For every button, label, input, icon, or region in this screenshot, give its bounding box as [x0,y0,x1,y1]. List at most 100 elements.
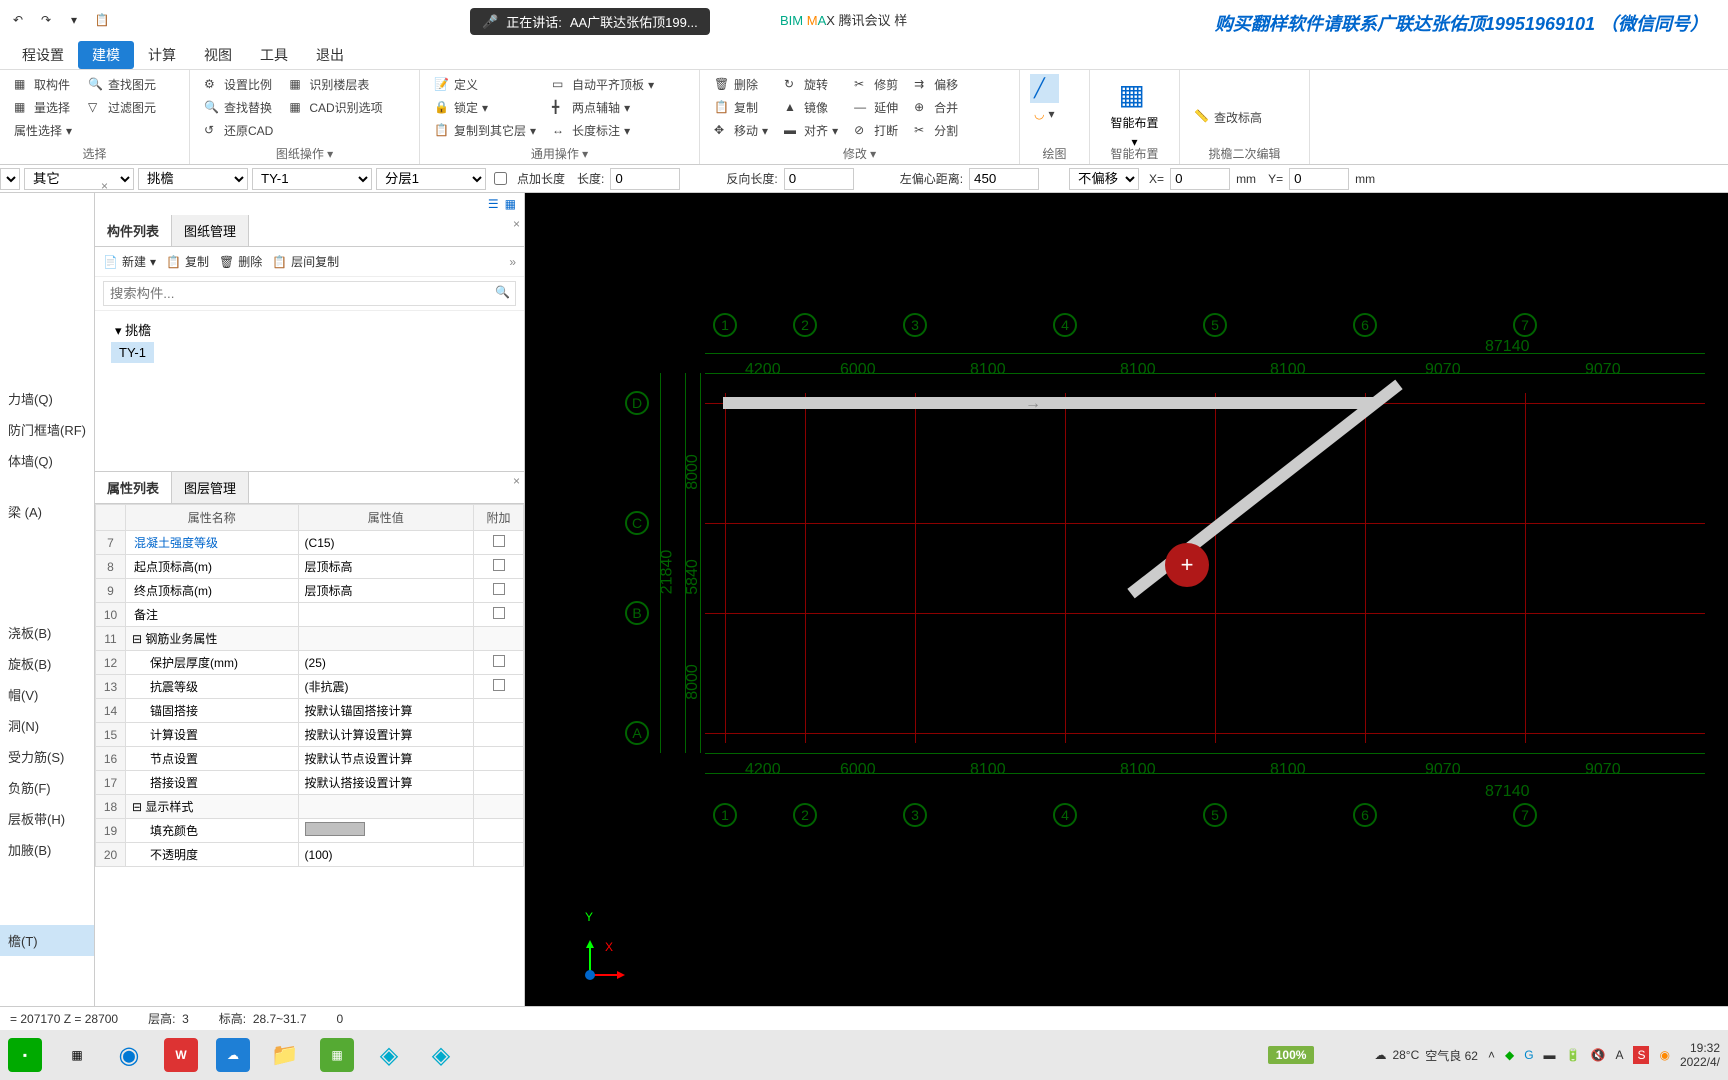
tray-chevron-icon[interactable]: ˄ [1488,1048,1495,1062]
app-icon[interactable]: ◈ [372,1038,406,1072]
task-icon[interactable]: ▦ [60,1038,94,1072]
menu-tab-exit[interactable]: 退出 [302,41,358,69]
tree-root[interactable]: ▾ 挑檐 [103,317,516,342]
tray-icon[interactable]: G [1524,1048,1533,1062]
property-row[interactable]: 8起点顶标高(m)层顶标高 [96,555,524,579]
tray-icon[interactable]: 🔋 [1566,1048,1581,1062]
copy-button[interactable]: 📋 复制 [166,253,209,270]
ribbon-qty[interactable]: ▦量选择 [10,97,76,118]
ribbon-offset[interactable]: ⇉偏移 [910,74,962,95]
ribbon-auto-top[interactable]: ▭自动平齐顶板 ▾ [548,74,658,95]
param-input-offset[interactable] [969,168,1039,190]
beam-element[interactable] [723,397,1373,409]
view-grid-icon[interactable]: ▦ [505,197,516,211]
tray-icon[interactable]: ◆ [1505,1048,1514,1062]
ribbon-restore-cad[interactable]: ↺还原CAD [200,120,277,141]
ribbon-pick[interactable]: ▦取构件 [10,74,76,95]
tab-layer-mgmt[interactable]: 图层管理 [172,472,249,503]
sidebar-item[interactable]: 梁 (A) [0,496,94,527]
sidebar-item[interactable]: 负筋(F) [0,772,94,803]
sidebar-item-selected[interactable]: 檐(T) [0,925,94,956]
sidebar-item[interactable]: 帽(V) [0,679,94,710]
redo-icon[interactable]: ↷ [36,10,56,30]
sidebar-item[interactable]: 受力筋(S) [0,741,94,772]
property-row[interactable]: 15计算设置按默认计算设置计算 [96,723,524,747]
ribbon-break[interactable]: ⊘打断 [850,120,902,141]
property-row[interactable]: 10备注 [96,603,524,627]
sidebar-item[interactable]: 洞(N) [0,710,94,741]
menu-tab-calc[interactable]: 计算 [134,41,190,69]
property-row[interactable]: 12保护层厚度(mm)(25) [96,651,524,675]
property-row[interactable]: 20不透明度(100) [96,843,524,867]
tray-icon[interactable]: ▬ [1544,1048,1556,1062]
ribbon-trim[interactable]: ✂修剪 [850,74,902,95]
sidebar-item[interactable]: 旋板(B) [0,648,94,679]
sidebar-item[interactable]: 加腋(B) [0,834,94,865]
param-input-length[interactable] [610,168,680,190]
param-sel-nooffset[interactable]: 不偏移 [1069,168,1139,190]
ribbon-aux-axis[interactable]: ╋两点辅轴 ▾ [548,97,658,118]
property-row[interactable]: 16节点设置按默认节点设置计算 [96,747,524,771]
ribbon-copy-floor[interactable]: 📋复制到其它层 ▾ [430,120,540,141]
close-icon[interactable]: × [101,179,520,193]
property-row[interactable]: 9终点顶标高(m)层顶标高 [96,579,524,603]
search-input[interactable] [103,281,516,306]
ribbon-floor-table[interactable]: ▦识别楼层表 [285,74,386,95]
more-icon[interactable]: » [509,255,516,269]
param-input-revlen[interactable] [784,168,854,190]
ribbon-extend[interactable]: —延伸 [850,97,902,118]
property-row[interactable]: 7混凝土强度等级(C15) [96,531,524,555]
ribbon-smart-layout[interactable]: ▦ 智能布置 ▾ [1100,74,1169,153]
tab-prop-list[interactable]: 属性列表 [95,472,172,503]
app-icon[interactable]: ▦ [320,1038,354,1072]
menu-tab-model[interactable]: 建模 [78,41,134,69]
view-list-icon[interactable]: ☰ [488,197,499,211]
param-sel-0[interactable] [0,168,20,190]
new-button[interactable]: 📄 新建 ▾ [103,253,156,270]
ribbon-replace[interactable]: 🔍查找替换 [200,97,277,118]
property-row[interactable]: 19填充颜色 [96,819,524,843]
ribbon-mirror[interactable]: ▲镜像 [780,97,842,118]
property-row[interactable]: 13抗震等级(非抗震) [96,675,524,699]
ribbon-merge[interactable]: ⊕合并 [910,97,962,118]
tray-ime-icon[interactable]: A [1615,1048,1623,1062]
ribbon-scale[interactable]: ⚙设置比例 [200,74,277,95]
draw-line-icon[interactable]: ╱ [1030,74,1059,103]
tree-item[interactable]: TY-1 [111,342,154,363]
sidebar-item[interactable]: 力墙(Q) [0,383,94,414]
tab-component-list[interactable]: 构件列表 [95,215,172,246]
edge-icon[interactable]: ◉ [112,1038,146,1072]
menu-tab-view[interactable]: 视图 [190,41,246,69]
ribbon-split[interactable]: ✂分割 [910,120,962,141]
delete-button[interactable]: 🗑 删除 [219,253,262,270]
tray-icon[interactable]: ◉ [1659,1048,1669,1062]
sidebar-item[interactable]: 防门框墙(RF) [0,414,94,445]
property-row[interactable]: 14锚固搭接按默认锚固搭接计算 [96,699,524,723]
ribbon-filter[interactable]: ▽过滤图元 [84,97,160,118]
ribbon-align[interactable]: ▬对齐 ▾ [780,120,842,141]
property-row[interactable]: 18⊟ 显示样式 [96,795,524,819]
app-icon[interactable]: ◈ [424,1038,458,1072]
drawing-canvas[interactable]: 1142004200226000600033810081004481008100… [525,193,1728,1053]
weather-widget[interactable]: ☁ 28°C 空气良 62 [1374,1047,1478,1064]
sidebar-item[interactable]: 层板带(H) [0,803,94,834]
ribbon-cad-options[interactable]: ▦CAD识别选项 [285,97,386,118]
ribbon-copy[interactable]: 📋复制 [710,97,772,118]
ribbon-prop-sel[interactable]: 属性选择 ▾ [10,120,76,141]
ribbon-dim[interactable]: ↔长度标注 ▾ [548,120,658,141]
param-input-y[interactable] [1289,168,1349,190]
sidebar-item[interactable]: 浇板(B) [0,617,94,648]
ribbon-move[interactable]: ✥移动 ▾ [710,120,772,141]
start-icon[interactable]: ▪ [8,1038,42,1072]
search-icon[interactable]: 🔍 [495,285,510,299]
tray-icon[interactable]: S [1633,1046,1649,1064]
ribbon-lock[interactable]: 🔒锁定 ▾ [430,97,540,118]
menu-tab-tools[interactable]: 工具 [246,41,302,69]
app-icon[interactable]: ☁ [216,1038,250,1072]
ribbon-delete[interactable]: 🗑删除 [710,74,772,95]
ribbon-find-elem[interactable]: 🔍查找图元 [84,74,160,95]
wps-icon[interactable]: W [164,1038,198,1072]
close-icon[interactable]: × [513,474,520,488]
clock[interactable]: 19:32 2022/4/ [1680,1041,1720,1070]
tab-drawing-mgmt[interactable]: 图纸管理 [172,215,249,246]
